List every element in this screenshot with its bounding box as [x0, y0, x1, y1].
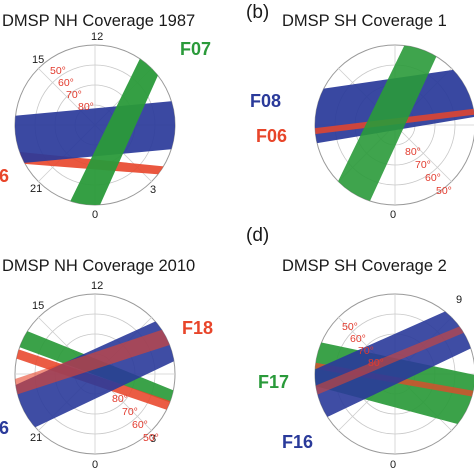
panel-d-title: DMSP SH Coverage 2 — [282, 257, 447, 275]
lat-label-a-50: 50° — [50, 65, 66, 77]
satellite-label-c-blue: 6 — [0, 418, 9, 438]
mlt-label-c-12: 12 — [91, 280, 103, 292]
satellite-label-f16: F16 — [282, 432, 313, 452]
lat-label-a-70: 70° — [66, 89, 82, 101]
lat-label-b-60: 60° — [425, 172, 441, 184]
lat-label-c-60: 60° — [132, 419, 148, 431]
lat-label-a-80: 80° — [78, 101, 94, 113]
panel-a: DMSP NH Coverage 1987 12 15 21 0 3 50° 6… — [0, 12, 211, 221]
lat-label-b-50: 50° — [436, 185, 452, 197]
mlt-label-a-3: 3 — [150, 184, 156, 196]
panel-d-label: (d) — [246, 225, 269, 246]
lat-label-d-50: 50° — [342, 321, 358, 333]
lat-label-d-70: 70° — [358, 345, 374, 357]
lat-label-d-60: 60° — [350, 333, 366, 345]
satellite-label-f08: F08 — [250, 91, 281, 111]
satellite-label-f06: F06 — [256, 126, 287, 146]
mlt-label-a-0: 0 — [92, 209, 98, 221]
satellite-label-f07: F07 — [180, 39, 211, 59]
mlt-label-b-0: 0 — [390, 209, 396, 221]
lat-label-c-80: 80° — [112, 393, 128, 405]
satellite-label-a-red: 6 — [0, 166, 9, 186]
coverage-bands-b — [315, 45, 474, 205]
coverage-bands-d — [315, 296, 474, 430]
panel-b-label: (b) — [246, 2, 269, 23]
panel-c: DMSP NH Coverage 2010 12 15 21 0 3 80° 7… — [0, 257, 213, 471]
lat-label-b-70: 70° — [415, 159, 431, 171]
panel-a-title: DMSP NH Coverage 1987 — [2, 12, 195, 30]
mlt-label-d-0: 0 — [390, 459, 396, 471]
lat-label-c-70: 70° — [122, 406, 138, 418]
satellite-label-f17: F17 — [258, 372, 289, 392]
panel-d: (d) DMSP SH Coverage 2 9 0 50° 60° 70° 8… — [246, 225, 474, 471]
mlt-label-c-21: 21 — [30, 432, 42, 444]
lat-label-d-80: 80° — [368, 357, 384, 369]
mlt-label-a-15: 15 — [32, 54, 44, 66]
mlt-label-c-3: 3 — [150, 433, 156, 445]
mlt-label-a-21: 21 — [30, 183, 42, 195]
mlt-label-d-9: 9 — [456, 294, 462, 306]
panel-b-title: DMSP SH Coverage 1 — [282, 12, 447, 30]
lat-label-c-50: 50° — [143, 432, 159, 444]
coverage-bands-c — [15, 308, 175, 444]
coverage-bands-a — [15, 45, 175, 205]
lat-label-a-60: 60° — [58, 77, 74, 89]
mlt-label-a-12: 12 — [91, 31, 103, 43]
panel-c-title: DMSP NH Coverage 2010 — [2, 257, 195, 275]
satellite-label-f18: F18 — [182, 318, 213, 338]
mlt-label-c-15: 15 — [32, 300, 44, 312]
panel-b: (b) DMSP SH Coverage 1 0 80° 70° 60° 50°… — [246, 2, 474, 221]
mlt-label-c-0: 0 — [92, 459, 98, 471]
lat-label-b-80: 80° — [405, 146, 421, 158]
